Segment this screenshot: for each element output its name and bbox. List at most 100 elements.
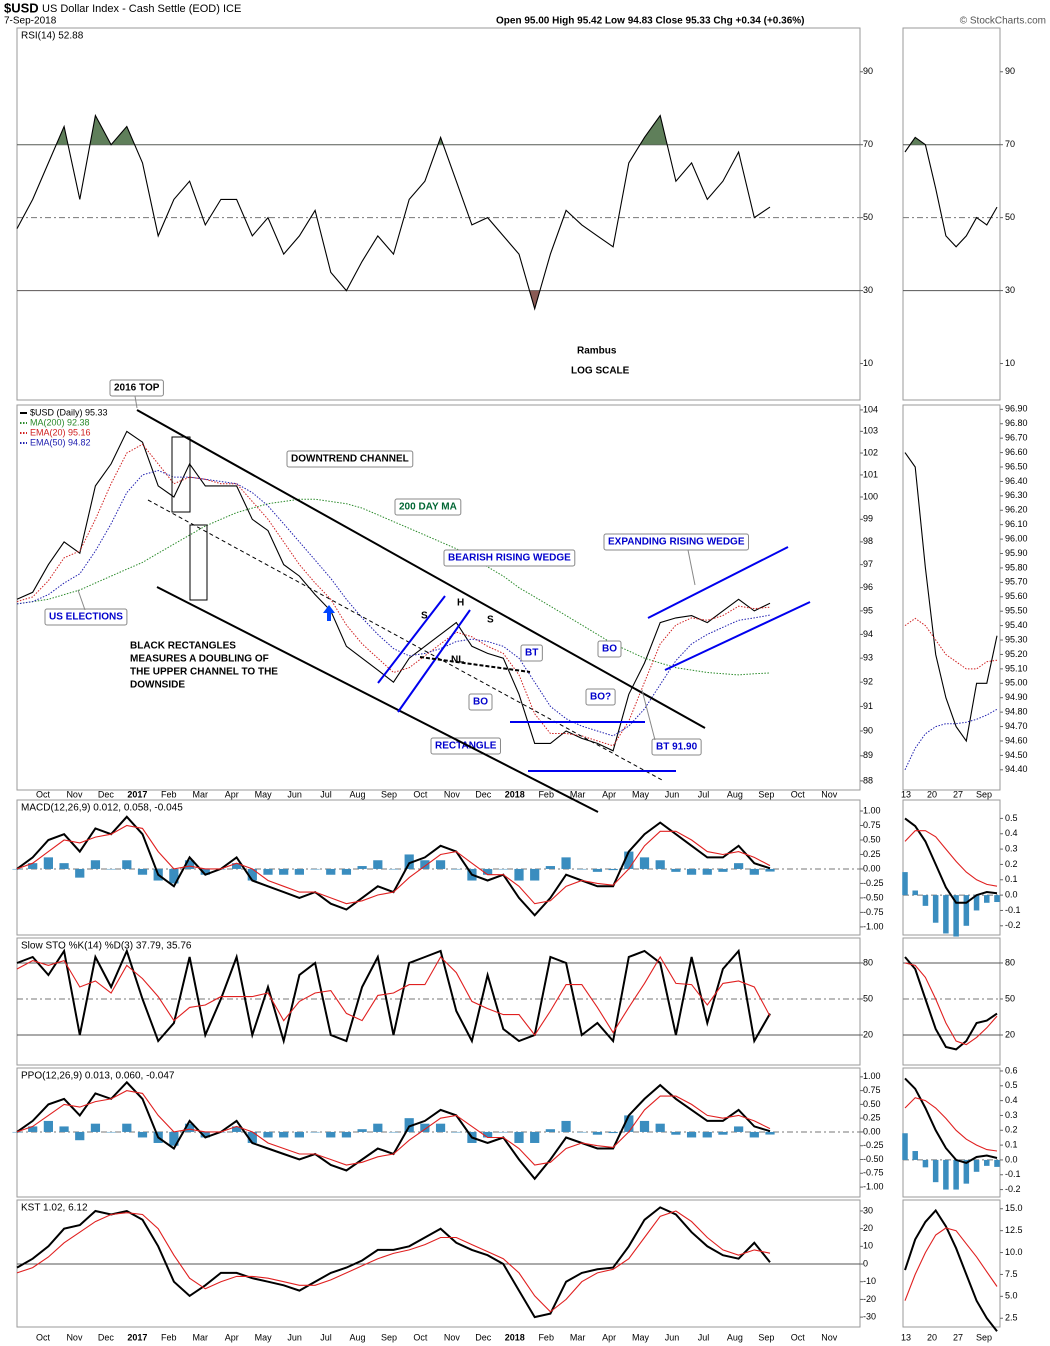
histogram-bar [435,1123,446,1132]
histogram-bar [943,1159,949,1190]
histogram-bar [263,1131,273,1138]
series-line [16,1206,771,1319]
annotation: BT 91.90 [656,742,698,753]
legend-entry: $USD (Daily) 95.33 [30,407,108,417]
x-tick-label: Nov [444,789,461,799]
annotation: H [457,598,464,609]
histogram-bar [686,1131,697,1138]
annotation: S [487,615,494,626]
x-tick-label: Jun [287,789,302,799]
y-tick-label: 95.20 [1005,649,1028,659]
overbought-fill [56,115,668,145]
y-tick-label: 96.20 [1005,505,1028,515]
histogram-bar [59,863,69,869]
histogram-bar [75,868,85,878]
y-tick-label: 0.0 [1005,889,1018,899]
y-tick-label: -0.1 [1005,1169,1021,1179]
histogram-bar [373,860,383,869]
series-line [904,1077,998,1164]
histogram-bar [639,1120,650,1132]
series-line [16,469,771,737]
histogram-bar [943,895,949,934]
histogram-bar [28,863,38,869]
x-tick-label: Nov [444,1332,461,1342]
histogram-bar [702,868,712,875]
y-tick-label: 30 [1005,285,1015,295]
x-tick-label: 2018 [505,789,525,799]
y-tick-label: 70 [1005,139,1015,149]
x-tick-label: Sep [976,1332,992,1342]
y-tick-label: 30 [863,1205,873,1215]
y-tick-label: 50 [863,993,873,1003]
x-tick-label: May [632,789,650,799]
measure-box [189,524,208,601]
y-tick-label: 102 [863,447,878,457]
x-tick-label: Jul [698,1332,710,1342]
histogram-bar [514,1131,524,1143]
y-tick-label: 104 [863,404,878,414]
y-tick-label: 0.75 [863,1085,881,1095]
x-tick-label: Aug [727,789,743,799]
histogram-bar [545,1129,555,1132]
x-tick-label: Dec [98,789,115,799]
x-tick-label: Oct [36,789,51,799]
histogram-bar [498,868,508,870]
histogram-bar [671,1131,681,1135]
histogram-bar [247,868,257,881]
y-tick-label: 95.80 [1005,562,1028,572]
histogram-bar [498,1131,508,1133]
panel-frame [16,1199,861,1328]
histogram-bar [357,1129,367,1132]
annotation: DOWNSIDE [130,680,185,691]
series-line [904,1097,998,1152]
y-tick-label: 96.60 [1005,447,1028,457]
y-tick-label: 95.50 [1005,606,1028,616]
histogram-bar [341,1131,352,1138]
annotation-box [520,644,543,662]
y-tick-label: 0.5 [1005,1080,1018,1090]
y-tick-label: 90 [863,725,873,735]
y-tick-label: 80 [863,957,873,967]
y-tick-label: 95 [863,605,873,615]
y-tick-label: 95.00 [1005,678,1028,688]
histogram-bar [90,860,101,869]
series-line [904,452,998,743]
histogram-bar [483,1131,493,1138]
channel-upper [136,409,706,729]
x-tick-label: 20 [927,789,937,799]
histogram-bar [973,1159,980,1172]
legend-entry: EMA(20) 95.16 [30,427,91,437]
x-tick-label: 13 [901,789,911,799]
callout [641,689,656,741]
histogram-bar [294,868,304,875]
x-tick-label: Aug [727,1332,743,1342]
histogram-bar [624,1115,634,1132]
y-tick-label: 0.25 [863,1113,881,1123]
histogram-bar [592,1131,603,1135]
x-tick-label: Jun [665,789,680,799]
series-line [904,136,998,248]
y-tick-label: 103 [863,426,878,436]
y-tick-label: 10.0 [1005,1247,1023,1257]
panel-frame [902,1199,1001,1328]
y-tick-label: 94.80 [1005,707,1028,717]
series-line [16,113,771,311]
panel-frame [16,799,861,936]
x-tick-label: Nov [66,789,83,799]
y-tick-label: 0.3 [1005,1110,1018,1120]
histogram-bar [608,1131,618,1134]
x-tick-label: Apr [602,789,616,799]
y-tick-label: 0.6 [1005,1065,1018,1075]
x-tick-label: May [255,1332,273,1342]
y-tick-label: 94 [863,629,873,639]
callout [77,589,86,611]
histogram-bar [561,1120,571,1132]
histogram-bar [404,854,414,869]
y-tick-label: 50 [1005,212,1015,222]
y-tick-label: 0.50 [863,1099,881,1109]
histogram-bar [953,895,959,937]
wedge-line [647,546,789,619]
y-tick-label: 0.3 [1005,843,1018,853]
series-line [904,1227,998,1301]
y-tick-label: -0.25 [863,1140,884,1150]
